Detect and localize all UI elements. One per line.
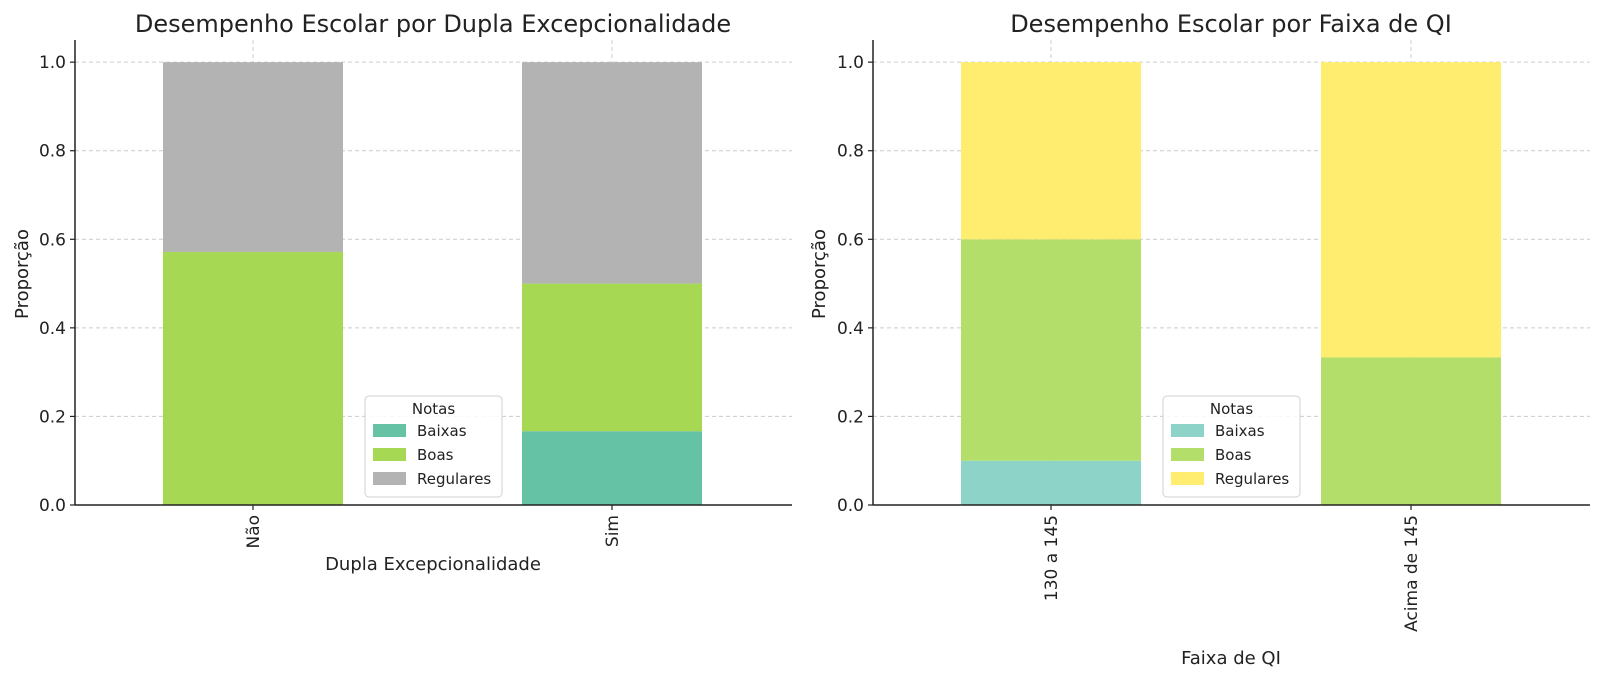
- x-tick-label: Não: [244, 515, 264, 549]
- bar-boas-1: [163, 251, 343, 505]
- chart-title: Desempenho Escolar por Dupla Excepcional…: [135, 10, 731, 38]
- legend-label-boas: Boas: [417, 446, 454, 464]
- y-tick-label: 1.0: [837, 53, 864, 73]
- legend-title: Notas: [1210, 400, 1253, 418]
- x-axis-label: Dupla Excepcionalidade: [325, 554, 541, 575]
- y-axis-label: Proporção: [12, 229, 33, 319]
- y-tick-label: 0.0: [39, 496, 66, 516]
- legend-swatch-boas: [373, 448, 406, 461]
- legend: Notas Baixas Boas Regulares: [364, 395, 503, 498]
- y-tick-label: 0.4: [39, 319, 66, 339]
- x-tick-label: Acima de 145: [1402, 515, 1422, 632]
- legend-title: Notas: [412, 400, 455, 418]
- y-tick-label: 0.2: [837, 407, 864, 427]
- y-tick-label: 0.0: [837, 496, 864, 516]
- chart-title: Desempenho Escolar por Faixa de QI: [1010, 10, 1452, 38]
- legend-swatch-regulares: [1171, 472, 1204, 485]
- bar-baixas-2: [522, 431, 702, 505]
- y-tick-label: 0.6: [39, 230, 66, 250]
- y-tick-label: 0.8: [837, 142, 864, 162]
- legend-swatch-baixas: [373, 424, 406, 437]
- bar-regulares-2: [522, 62, 702, 284]
- legend-label-baixas: Baixas: [1215, 422, 1265, 440]
- x-tick-label: Sim: [603, 515, 623, 547]
- legend-label-regulares: Regulares: [1215, 470, 1289, 488]
- chart-1: 0.0 0.2 0.4 0.6 0.8 1.0 Não Sim Desempenho Escol…: [12, 10, 792, 575]
- y-tick-label: 0.4: [837, 319, 864, 339]
- legend-label-baixas: Baixas: [417, 422, 467, 440]
- bar-boas-2: [1321, 357, 1501, 505]
- y-tick-label: 0.2: [39, 407, 66, 427]
- x-tick-label: 130 a 145: [1042, 515, 1062, 601]
- legend-label-boas: Boas: [1215, 446, 1252, 464]
- y-axis-label: Proporção: [809, 229, 830, 319]
- y-tick-label: 0.8: [39, 142, 66, 162]
- y-tick-label: 1.0: [39, 53, 66, 73]
- y-tick-label: 0.6: [837, 230, 864, 250]
- x-axis-label: Faixa de QI: [1181, 648, 1281, 669]
- legend-box: [1162, 395, 1301, 498]
- bar-regulares-1: [163, 62, 343, 252]
- bar-regulares-1: [961, 62, 1141, 240]
- bar-boas-2: [522, 283, 702, 432]
- legend-swatch-baixas: [1171, 424, 1204, 437]
- legend-label-regulares: Regulares: [417, 470, 491, 488]
- legend-box: [364, 395, 503, 498]
- bar-regulares-2: [1321, 62, 1501, 358]
- legend-swatch-regulares: [373, 472, 406, 485]
- bar-boas-1: [961, 239, 1141, 461]
- chart-2: 0.0 0.2 0.4 0.6 0.8 1.0 130 a 145 Acima de 145 D…: [809, 10, 1590, 669]
- legend-swatch-boas: [1171, 448, 1204, 461]
- bar-baixas-1: [961, 460, 1141, 505]
- legend: Notas Baixas Boas Regulares: [1162, 395, 1301, 498]
